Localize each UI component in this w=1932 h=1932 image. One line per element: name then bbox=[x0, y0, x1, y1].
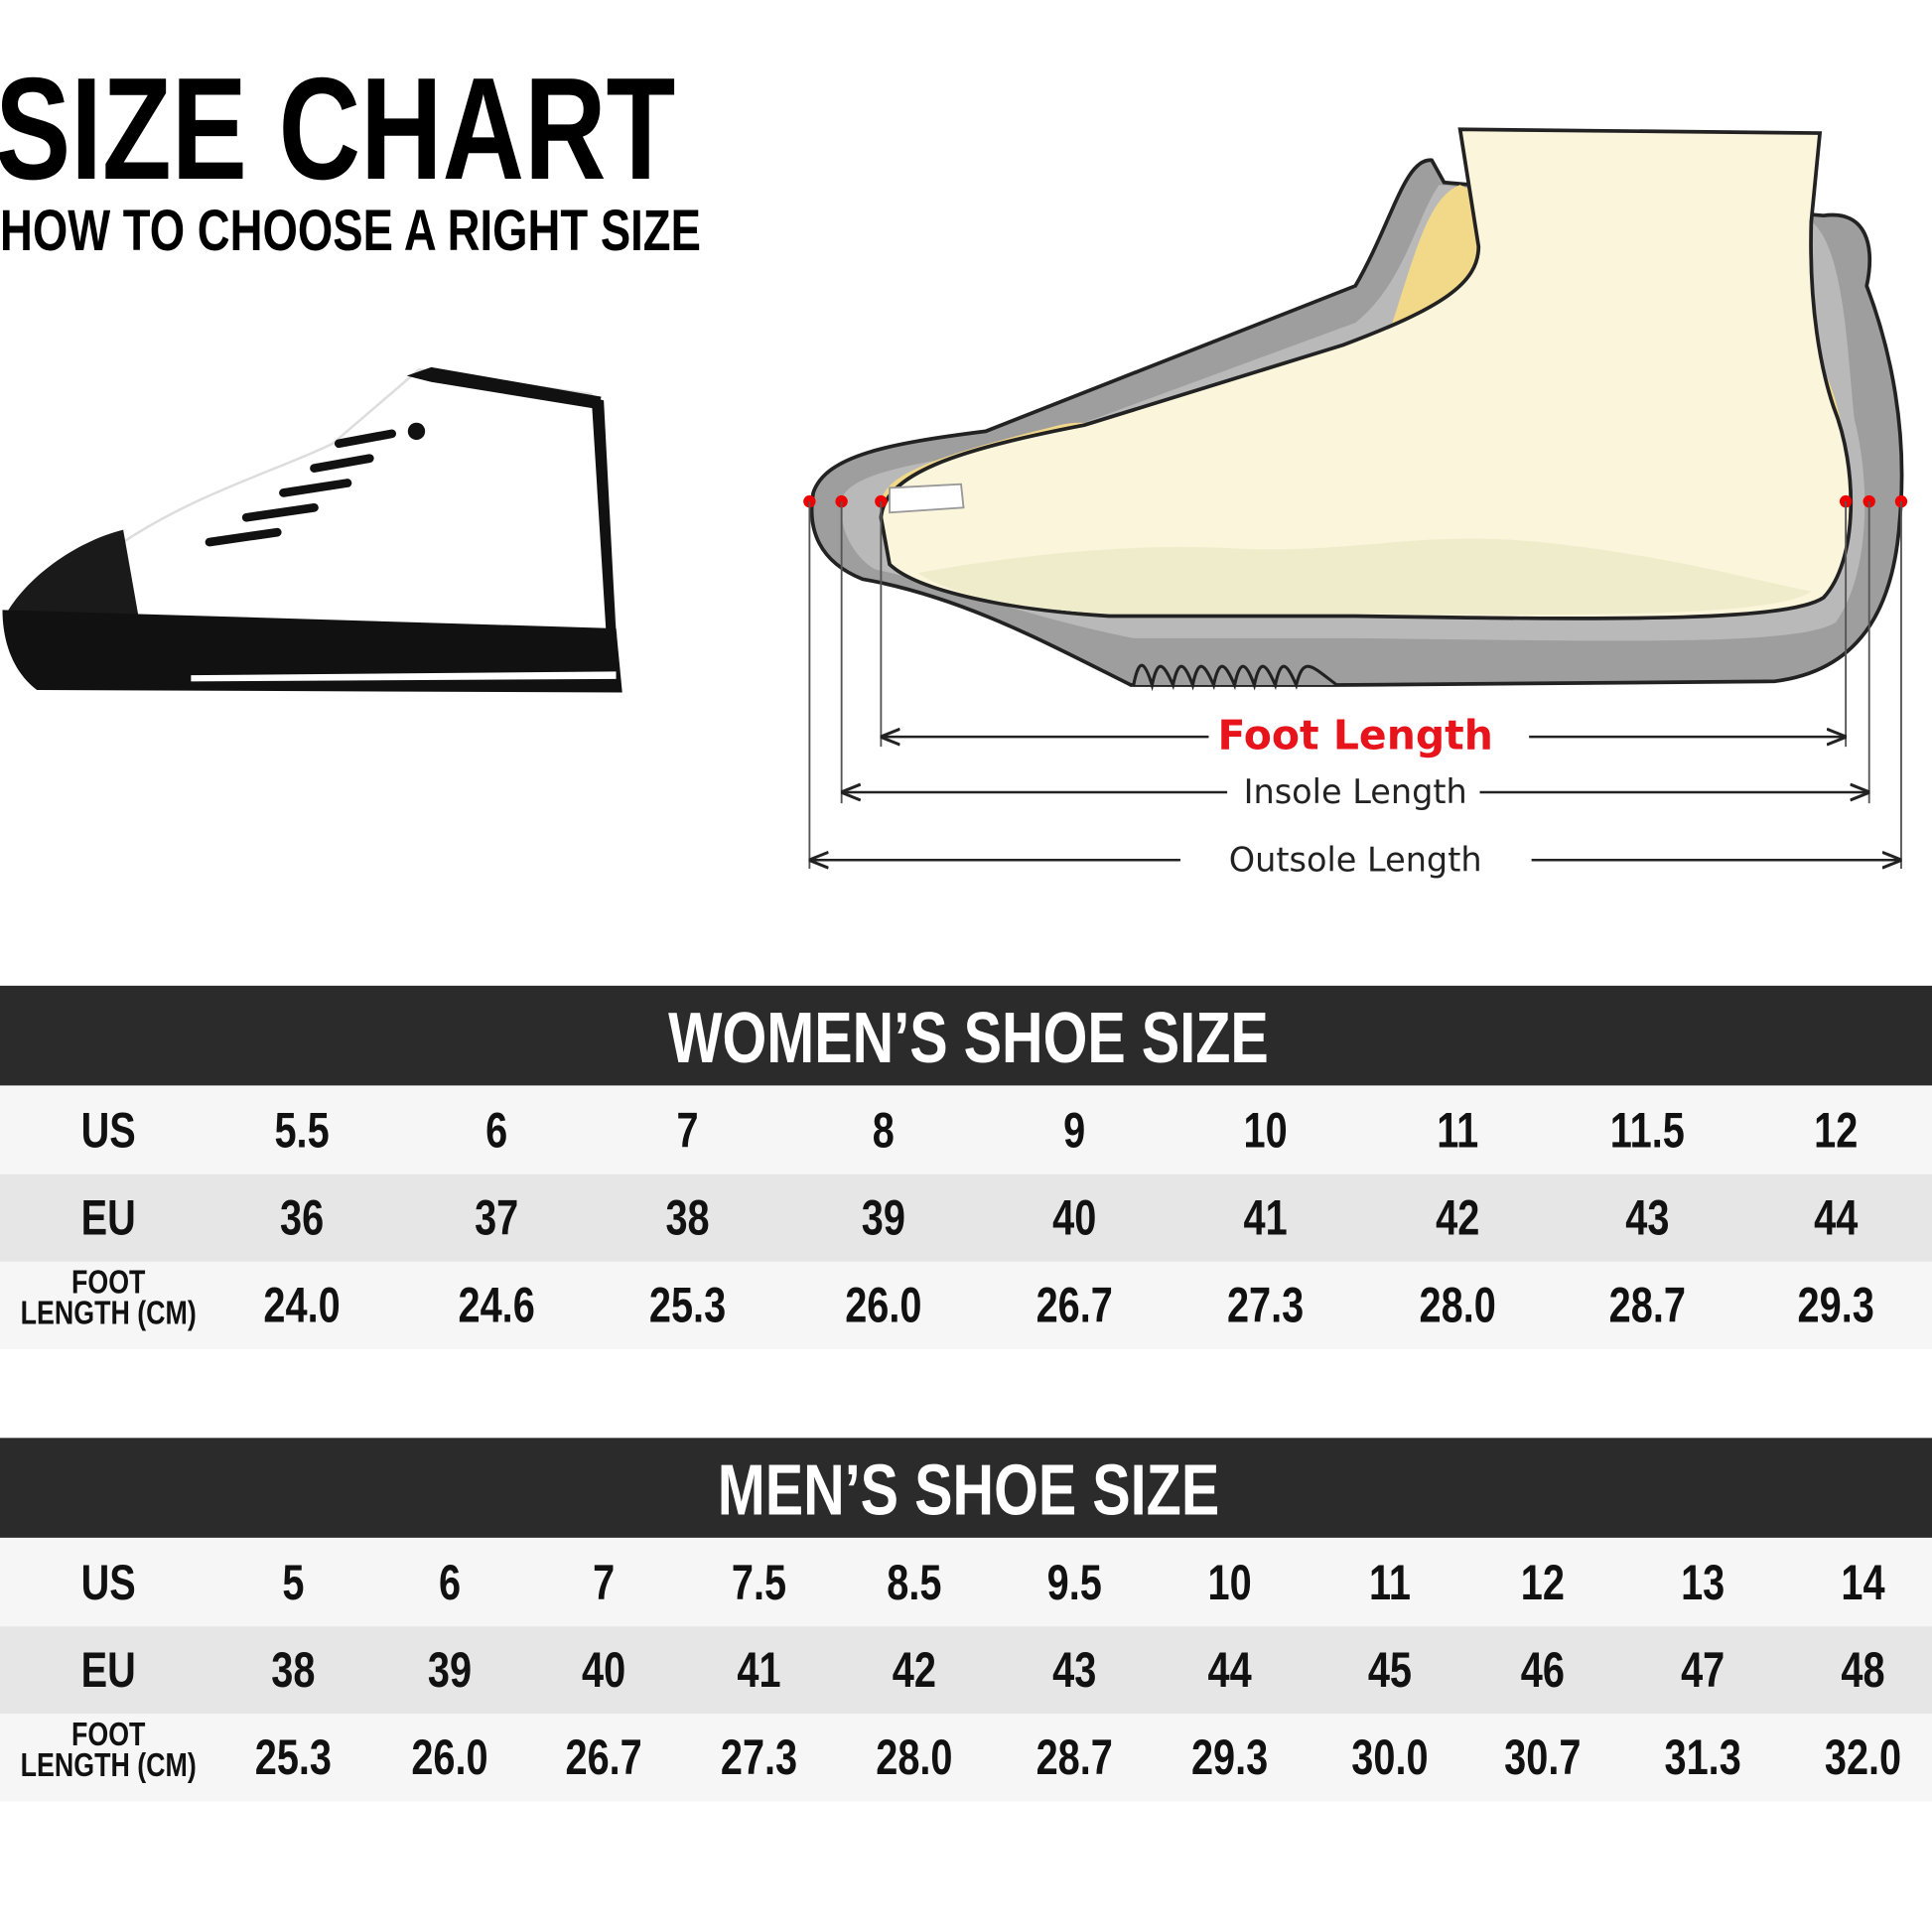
table-cell: 40 bbox=[582, 1642, 625, 1698]
table-cell: 8 bbox=[873, 1102, 895, 1158]
table-cell: 41 bbox=[1244, 1189, 1288, 1245]
table-cell: 14 bbox=[1841, 1555, 1884, 1610]
table-cell: 28.7 bbox=[1036, 1729, 1113, 1785]
table-cell: 39 bbox=[428, 1642, 472, 1698]
table-cell: 8.5 bbox=[887, 1555, 941, 1610]
insole-length-label: Insole Length bbox=[1244, 772, 1467, 811]
table-cell: 47 bbox=[1681, 1642, 1725, 1698]
row-label: US bbox=[81, 1102, 136, 1158]
table-cell: 25.3 bbox=[649, 1277, 726, 1332]
row-label: LENGTH (CM) bbox=[21, 1296, 197, 1331]
table-row bbox=[0, 1086, 1932, 1174]
row-label: LENGTH (CM) bbox=[21, 1747, 197, 1783]
table-cell: 10 bbox=[1244, 1102, 1288, 1158]
table-cell: 6 bbox=[485, 1102, 507, 1158]
row-label: EU bbox=[81, 1642, 136, 1698]
table-cell: 38 bbox=[665, 1189, 709, 1245]
table-cell: 41 bbox=[737, 1642, 780, 1698]
table-cell: 37 bbox=[475, 1189, 518, 1245]
table-header-bar bbox=[0, 985, 1932, 1086]
table-cell: 38 bbox=[271, 1642, 315, 1698]
table-title: MEN’S SHOE SIZE bbox=[718, 1449, 1219, 1530]
table-cell: 7 bbox=[593, 1555, 615, 1610]
table-cell: 28.0 bbox=[876, 1729, 952, 1785]
table-cell: 43 bbox=[1052, 1642, 1096, 1698]
table-cell: 11 bbox=[1437, 1102, 1478, 1158]
table-cell: 46 bbox=[1521, 1642, 1565, 1698]
table-cell: 36 bbox=[280, 1189, 324, 1245]
table-cell: 42 bbox=[1436, 1189, 1479, 1245]
row-label: US bbox=[81, 1555, 136, 1610]
table-cell: 26.7 bbox=[565, 1729, 641, 1785]
row-label: EU bbox=[81, 1189, 136, 1245]
table-cell: 12 bbox=[1814, 1102, 1858, 1158]
table-cell: 28.0 bbox=[1420, 1277, 1496, 1332]
table-cell: 31.3 bbox=[1665, 1729, 1741, 1785]
table-row bbox=[0, 1173, 1932, 1262]
title: SIZE CHART bbox=[0, 47, 675, 209]
table-cell: 32.0 bbox=[1825, 1729, 1901, 1785]
sneaker-illustration bbox=[2, 366, 622, 693]
table-cell: 13 bbox=[1681, 1555, 1725, 1610]
row-label: FOOT bbox=[71, 1265, 146, 1301]
table-cell: 44 bbox=[1208, 1642, 1252, 1698]
table-cell: 27.3 bbox=[721, 1729, 797, 1785]
table-cell: 24.0 bbox=[263, 1277, 340, 1332]
table-row bbox=[0, 1626, 1932, 1715]
table-cell: 5.5 bbox=[274, 1102, 329, 1158]
table-row bbox=[0, 1261, 1932, 1349]
table-cell: 48 bbox=[1841, 1642, 1884, 1698]
table-row bbox=[0, 1539, 1932, 1627]
foot-diagram bbox=[803, 127, 1908, 869]
table-cell: 42 bbox=[893, 1642, 936, 1698]
tables: WOMEN’S SHOE SIZE US 5.5 6 7 8 9 10 11 11.5 12 EU 36… bbox=[0, 985, 1932, 1802]
table-cell: 7 bbox=[676, 1102, 698, 1158]
table-cell: 39 bbox=[862, 1189, 905, 1245]
table-cell: 24.6 bbox=[459, 1277, 535, 1332]
row-label: FOOT bbox=[71, 1717, 146, 1752]
table-cell: 6 bbox=[439, 1555, 461, 1610]
table-cell: 43 bbox=[1625, 1189, 1669, 1245]
subtitle: HOW TO CHOOSE A RIGHT SIZE bbox=[0, 200, 701, 264]
table-cell: 45 bbox=[1368, 1642, 1412, 1698]
table-title: WOMEN’S SHOE SIZE bbox=[668, 998, 1269, 1078]
table-row bbox=[0, 1714, 1932, 1802]
table-cell: 9 bbox=[1063, 1102, 1085, 1158]
table-cell: 26.0 bbox=[845, 1277, 921, 1332]
table-cell: 30.7 bbox=[1504, 1729, 1581, 1785]
outsole-length-label: Outsole Length bbox=[1229, 840, 1482, 879]
table-cell: 29.3 bbox=[1191, 1729, 1268, 1785]
table-cell: 27.3 bbox=[1227, 1277, 1304, 1332]
table-cell: 30.0 bbox=[1351, 1729, 1428, 1785]
table-cell: 10 bbox=[1208, 1555, 1252, 1610]
table-cell: 11 bbox=[1369, 1555, 1411, 1610]
table-cell: 7.5 bbox=[732, 1555, 786, 1610]
table-cell: 26.7 bbox=[1036, 1277, 1113, 1332]
table-cell: 26.0 bbox=[411, 1729, 487, 1785]
table-cell: 28.7 bbox=[1609, 1277, 1686, 1332]
table-cell: 12 bbox=[1521, 1555, 1565, 1610]
table-cell: 40 bbox=[1052, 1189, 1096, 1245]
table-header-bar bbox=[0, 1438, 1932, 1538]
table-cell: 5 bbox=[282, 1555, 304, 1610]
table-cell: 11.5 bbox=[1610, 1102, 1685, 1158]
table-cell: 44 bbox=[1814, 1189, 1858, 1245]
table-cell: 29.3 bbox=[1798, 1277, 1874, 1332]
table-cell: 25.3 bbox=[255, 1729, 332, 1785]
foot-length-label: Foot Length bbox=[1217, 712, 1492, 759]
table-cell: 9.5 bbox=[1047, 1555, 1102, 1610]
